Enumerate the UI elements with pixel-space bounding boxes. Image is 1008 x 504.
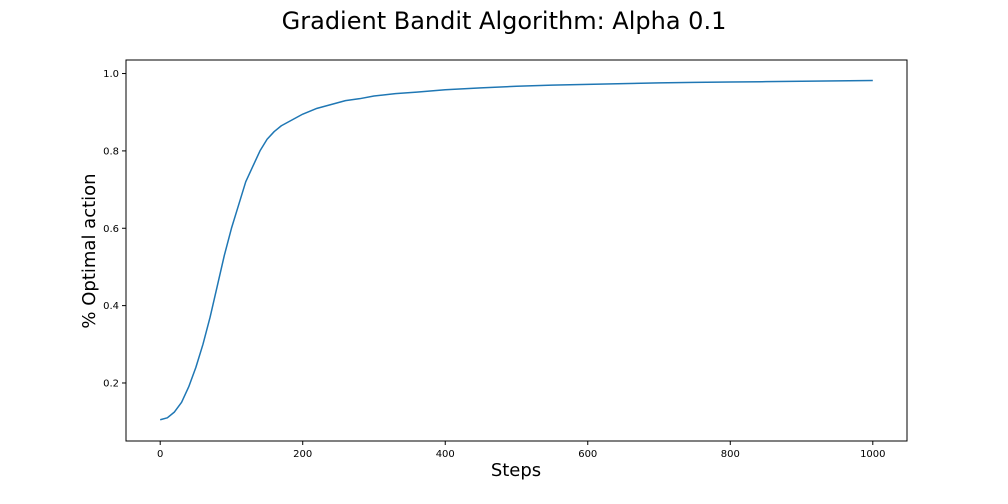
- x-axis-label: Steps: [491, 460, 541, 481]
- x-tick-label: 0: [157, 449, 163, 460]
- y-axis-label: % Optimal action: [79, 173, 100, 328]
- chart-title: Gradient Bandit Algorithm: Alpha 0.1: [282, 7, 727, 35]
- y-tick-label: 0.2: [103, 378, 119, 389]
- x-tick-label: 400: [436, 449, 455, 460]
- y-tick-label: 1.0: [103, 69, 119, 80]
- y-axis-ticks: 0.2 0.4 0.6 0.8 1.0: [103, 69, 126, 389]
- x-tick-label: 600: [578, 449, 597, 460]
- x-tick-label: 200: [293, 449, 312, 460]
- y-tick-label: 0.6: [103, 224, 119, 235]
- series-line-0: [160, 79, 873, 421]
- y-tick-label: 0.8: [103, 146, 119, 157]
- plot-area: [125, 59, 908, 442]
- x-tick-label: 800: [721, 449, 740, 460]
- series-layer: [160, 79, 873, 421]
- x-tick-label: 1000: [860, 449, 885, 460]
- x-axis-ticks: 0 200 400 600 800 1000: [157, 441, 886, 460]
- y-tick-label: 0.4: [103, 301, 119, 312]
